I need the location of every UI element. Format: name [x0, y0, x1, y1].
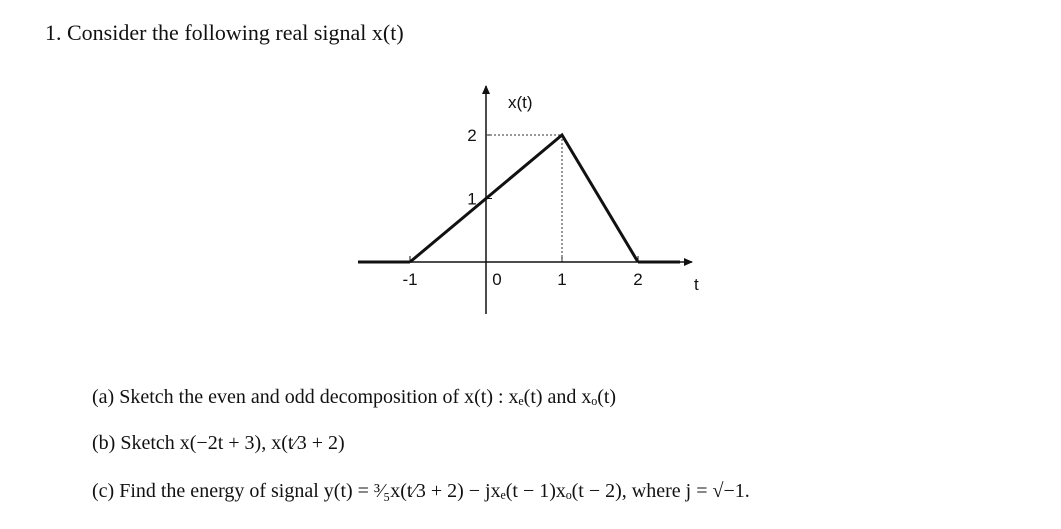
y-tick-label: 1: [467, 190, 476, 209]
question: (b) Sketch x(−2t + 3), x(t⁄3 + 2): [92, 432, 345, 454]
signal-label: x(t): [508, 93, 533, 112]
signal: [409, 132, 640, 264]
x-tick-label: 2: [633, 270, 642, 289]
t-axis-label: t: [694, 275, 699, 294]
question: (a) Sketch the even and odd decompositio…: [92, 386, 616, 408]
question: (c) Find the energy of signal y(t) = ³⁄₅…: [92, 480, 750, 502]
title: 1. Consider the following real signal x(…: [45, 20, 404, 45]
x-tick-label: -1: [402, 270, 417, 289]
x-tick-label: 0: [492, 270, 501, 289]
x-tick-label: 1: [557, 270, 566, 289]
y-tick-label: 2: [467, 126, 476, 145]
